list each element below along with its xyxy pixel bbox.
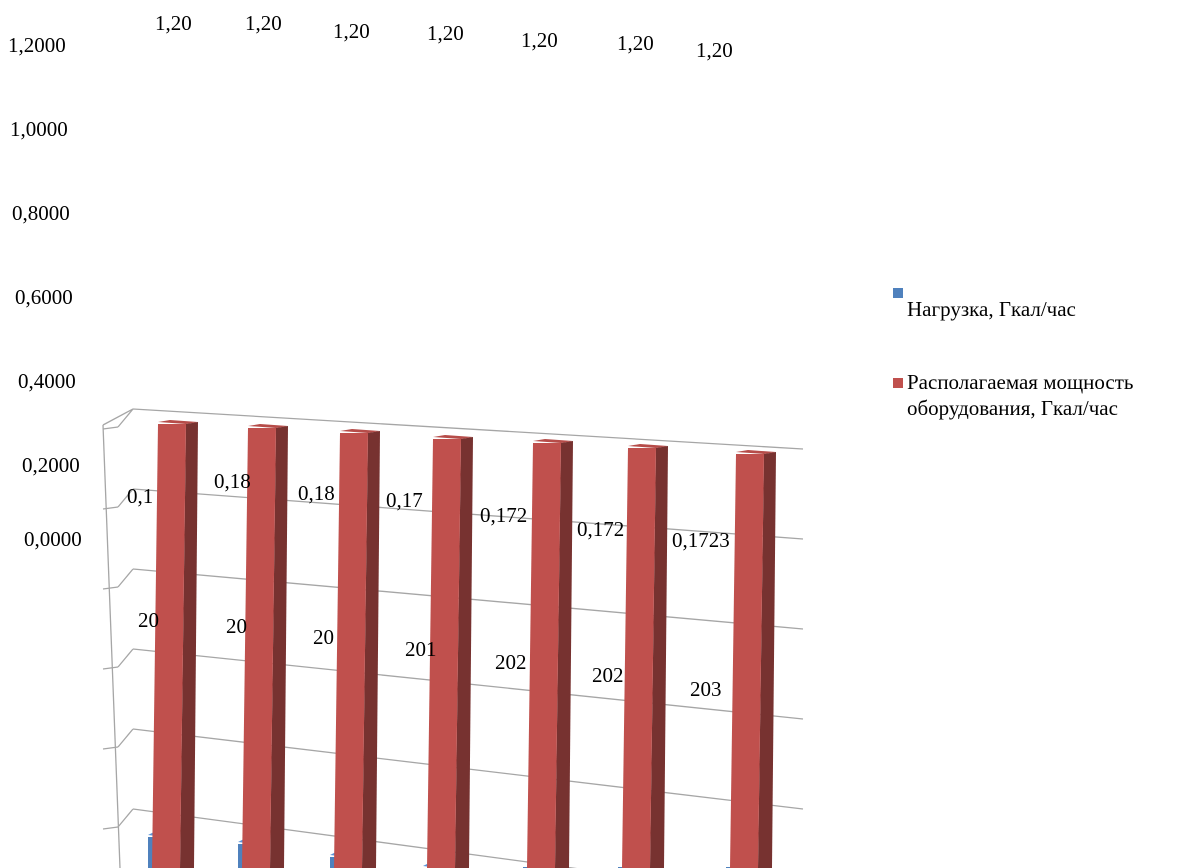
gridline-side (117, 728, 134, 748)
category-label: 202 (592, 663, 624, 687)
bar-capacity (622, 448, 656, 868)
bar-capacity-top (433, 435, 473, 439)
bar-capacity-top (736, 450, 776, 454)
legend-item-capacity: Располагаемая мощность оборудования, Гка… (893, 369, 1193, 421)
gridline (132, 408, 804, 450)
category-labels: 20 20 20 201 202 202 203 (138, 608, 722, 701)
bar-capacity-side (650, 446, 668, 868)
legend-label-capacity: Располагаемая мощность оборудования, Гка… (907, 370, 1134, 420)
gridline-side (117, 568, 134, 588)
data-label-capacity: 1,20 (617, 31, 654, 55)
bar-capacity-top (248, 424, 288, 428)
legend-label-load: Нагрузка, Гкал/час (907, 297, 1076, 321)
bar-capacity (242, 428, 276, 868)
tick-mark (102, 506, 119, 510)
y-tick-label: 0,0000 (24, 527, 82, 551)
bar-capacity-side (270, 426, 288, 868)
bar-capacity-side (180, 422, 198, 868)
data-label-capacity: 1,20 (333, 19, 370, 43)
legend-swatch-capacity (893, 378, 903, 388)
data-label-load: 0,172 (480, 503, 527, 527)
bar-capacity-side (362, 431, 380, 868)
legend-item-load: Нагрузка, Гкал/час (893, 284, 1193, 322)
y-tick-label: 0,4000 (18, 369, 76, 393)
bar-capacity (334, 433, 368, 868)
data-label-load: 0,18 (214, 469, 251, 493)
bar-capacity-top (340, 429, 380, 433)
y-axis-tick-labels: 1,2000 1,0000 0,8000 0,6000 0,4000 0,2000 0,00… (8, 33, 82, 551)
legend-swatch-load (893, 288, 903, 298)
bar-capacity (730, 454, 764, 868)
data-label-load: 0,1723 (672, 528, 730, 552)
category-label: 201 (405, 637, 437, 661)
gridline-side (117, 648, 134, 668)
bar-capacity-top (533, 439, 573, 443)
bar-capacity (152, 424, 186, 868)
bar-capacity-side (758, 452, 776, 868)
category-label: 20 (226, 614, 247, 638)
bar-capacity-side (455, 437, 473, 868)
vertical-axis-line (102, 424, 121, 868)
tick-mark (102, 826, 119, 830)
data-label-load: 0,172 (577, 517, 624, 541)
data-label-load: 0,17 (386, 488, 423, 512)
data-label-load: 0,1 (127, 484, 153, 508)
y-tick-label: 0,8000 (12, 201, 70, 225)
gridline-side (117, 808, 134, 828)
data-label-capacity: 1,20 (521, 28, 558, 52)
data-label-capacity: 1,20 (155, 11, 192, 35)
axis-lines (102, 408, 134, 868)
category-label: 20 (313, 625, 334, 649)
bar-capacity-top (158, 420, 198, 424)
data-label-load: 0,18 (298, 481, 335, 505)
y-tick-label: 1,0000 (10, 117, 68, 141)
category-label: 202 (495, 650, 527, 674)
data-labels: 1,20 1,20 1,20 1,20 1,20 1,20 1,20 0,1 0,18 0,18 0… (127, 11, 733, 552)
axis-corner-line (102, 408, 134, 426)
legend: Нагрузка, Гкал/час Располагаемая мощност… (893, 284, 1193, 421)
bars (148, 420, 776, 868)
tick-mark (102, 666, 119, 670)
gridline-side (117, 488, 134, 508)
data-label-capacity: 1,20 (427, 21, 464, 45)
gridline-side (117, 408, 134, 428)
category-label: 20 (138, 608, 159, 632)
category-label: 203 (690, 677, 722, 701)
y-tick-label: 0,2000 (22, 453, 80, 477)
data-label-capacity: 1,20 (696, 38, 733, 62)
bar-capacity (427, 439, 461, 868)
y-tick-label: 1,2000 (8, 33, 66, 57)
bar-capacity (527, 443, 561, 868)
bar-capacity-top (628, 444, 668, 448)
tick-mark (102, 586, 119, 590)
data-label-capacity: 1,20 (245, 11, 282, 35)
bar-capacity-side (555, 441, 573, 868)
y-tick-label: 0,6000 (15, 285, 73, 309)
tick-mark (102, 426, 119, 430)
